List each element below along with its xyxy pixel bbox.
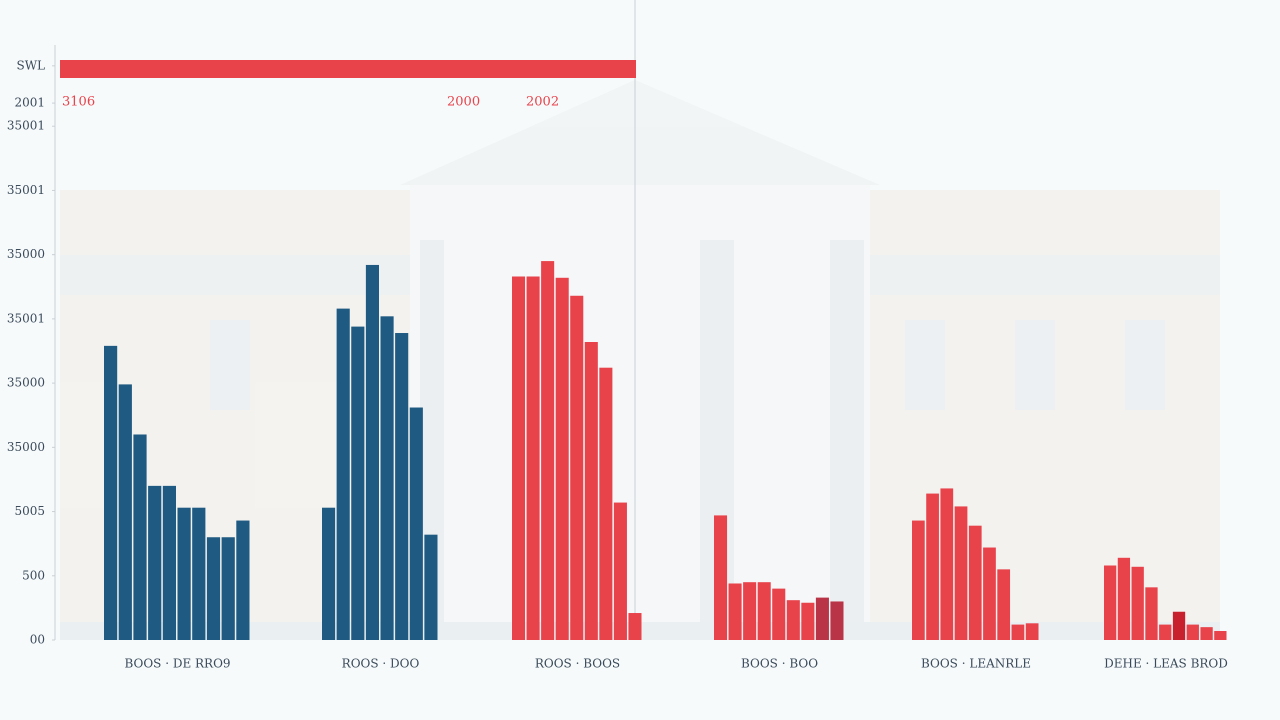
bar xyxy=(192,507,206,640)
bar xyxy=(714,515,728,640)
x-tick-label: BOOS · BOO xyxy=(741,657,818,671)
x-tick-label: DEHE · LEAS BROD xyxy=(1104,657,1228,671)
annotation: 2000 xyxy=(447,95,480,110)
bar xyxy=(104,345,118,640)
bar xyxy=(772,588,786,640)
y-tick-label: 35001 xyxy=(7,183,45,197)
y-tick-label: 35000 xyxy=(7,247,45,261)
bar xyxy=(409,407,423,640)
bar xyxy=(162,485,176,640)
bar xyxy=(1172,611,1186,640)
bar xyxy=(968,525,982,640)
bar xyxy=(512,276,526,640)
y-tick-label: 500 xyxy=(22,568,45,582)
bar xyxy=(1117,557,1131,640)
bar xyxy=(541,261,555,640)
annotation: 2002 xyxy=(526,95,559,110)
bar xyxy=(1025,623,1039,640)
bar xyxy=(954,506,968,640)
bar xyxy=(1186,624,1199,640)
y-tick-label: 2001 xyxy=(14,96,45,110)
bar xyxy=(380,316,394,640)
bar xyxy=(555,277,569,640)
bar xyxy=(912,520,925,640)
bar xyxy=(133,434,147,640)
bar xyxy=(1104,565,1117,640)
bar xyxy=(118,384,132,640)
bar xyxy=(236,520,250,640)
bar xyxy=(926,493,939,640)
bar xyxy=(395,333,409,640)
bar xyxy=(728,583,742,640)
bar xyxy=(786,600,800,640)
x-tick-label: ROOS · BOOS xyxy=(535,657,620,671)
bar xyxy=(983,547,996,640)
bar xyxy=(1214,631,1227,640)
bar xyxy=(424,534,438,640)
x-tick-label: BOOS · LEANRLE xyxy=(921,657,1031,671)
annotation: 3106 xyxy=(62,95,95,110)
y-tick-label: 00 xyxy=(30,633,45,647)
bar xyxy=(628,613,642,640)
bar xyxy=(599,367,613,640)
bar xyxy=(1145,587,1158,640)
bar xyxy=(526,276,540,640)
bar xyxy=(351,326,365,640)
bar xyxy=(815,597,829,640)
x-tick-label: BOOS · DE RRO9 xyxy=(124,657,230,671)
bar xyxy=(1131,566,1144,640)
y-tick-label: SWL xyxy=(16,58,45,72)
bar xyxy=(1200,627,1213,640)
bar xyxy=(940,488,954,640)
bar xyxy=(177,507,191,640)
bar xyxy=(221,537,235,640)
y-tick-label: 35000 xyxy=(7,440,45,454)
bar xyxy=(830,601,844,640)
bar xyxy=(206,537,221,640)
bar xyxy=(743,582,757,640)
y-tick-label: 35000 xyxy=(7,376,45,390)
bar xyxy=(148,485,162,640)
bar xyxy=(584,342,598,640)
background-building xyxy=(60,80,1220,640)
bar xyxy=(570,295,584,640)
bar xyxy=(365,264,379,640)
y-tick-label: 5005 xyxy=(14,504,45,518)
banner xyxy=(60,60,636,78)
y-tick-label: 35001 xyxy=(7,119,45,133)
bar xyxy=(997,569,1011,640)
y-tick-label: 35001 xyxy=(7,311,45,325)
bar xyxy=(613,502,627,640)
bar xyxy=(757,582,771,640)
bar xyxy=(322,507,336,640)
bar xyxy=(336,308,350,640)
bar xyxy=(1159,624,1172,640)
bar xyxy=(1011,624,1025,640)
bar xyxy=(801,602,815,640)
x-tick-label: ROOS · DOO xyxy=(342,657,420,671)
